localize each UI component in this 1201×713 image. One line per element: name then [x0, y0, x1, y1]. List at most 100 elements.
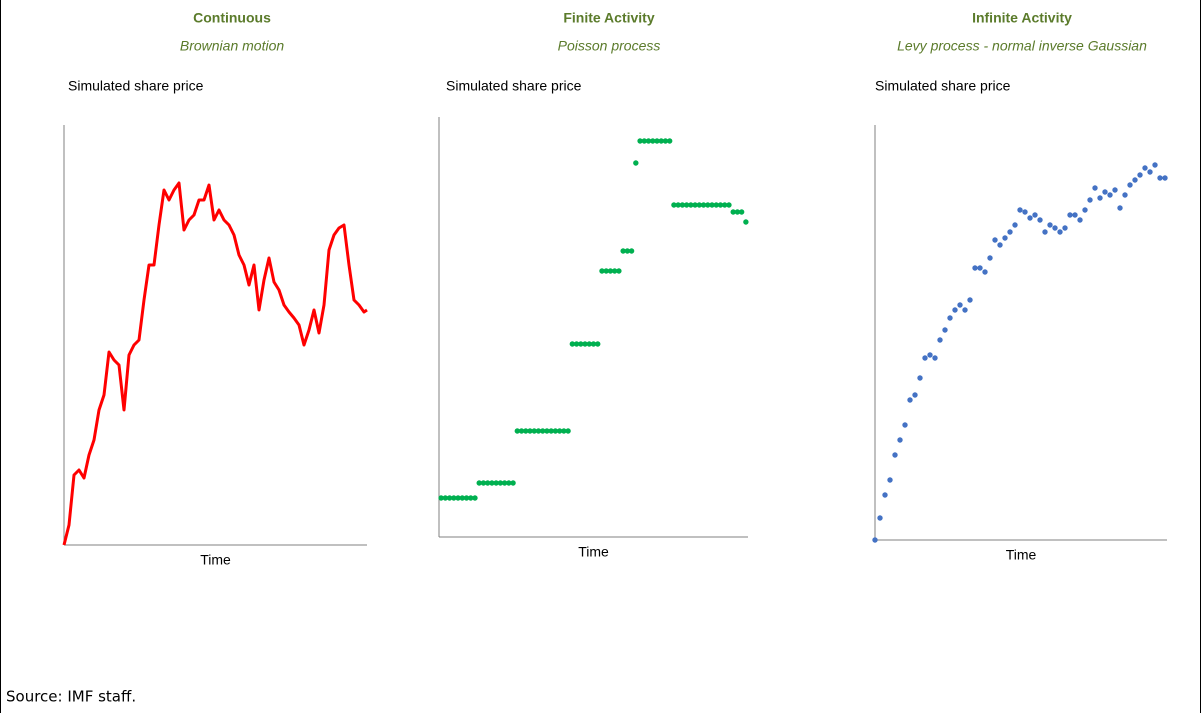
price-point — [872, 537, 878, 543]
price-point — [675, 202, 681, 208]
price-point — [446, 495, 453, 501]
price-point — [650, 138, 656, 144]
price-point — [713, 202, 719, 208]
price-point — [523, 428, 529, 434]
price-point — [967, 297, 973, 303]
price-line — [62, 181, 368, 546]
price-point — [1097, 195, 1103, 201]
price-point — [1032, 212, 1038, 218]
price-point — [510, 480, 516, 486]
price-point — [1112, 187, 1118, 193]
price-point — [705, 202, 711, 208]
price-point — [658, 138, 664, 144]
price-point — [987, 255, 993, 261]
price-point — [662, 138, 669, 144]
price-point — [438, 495, 444, 501]
price-point — [1152, 162, 1158, 168]
price-point — [700, 202, 707, 208]
price-point — [882, 492, 888, 498]
price-point — [451, 495, 457, 501]
x-axis-label: Time — [578, 544, 609, 560]
price-point — [937, 337, 943, 343]
price-point — [1087, 197, 1093, 203]
price-point — [743, 219, 749, 225]
price-point — [569, 341, 576, 347]
price-point — [730, 209, 736, 215]
price-point — [1057, 229, 1063, 235]
price-point — [1062, 225, 1068, 231]
price-point — [544, 428, 550, 434]
price-point — [654, 138, 660, 144]
price-point — [527, 428, 533, 434]
price-point — [1157, 175, 1163, 181]
price-point — [887, 477, 893, 483]
price-point — [947, 315, 953, 321]
price-point — [468, 495, 474, 501]
price-point — [578, 341, 584, 347]
price-point — [738, 209, 745, 215]
price-point — [927, 352, 933, 358]
price-point — [734, 209, 741, 215]
price-point — [633, 160, 639, 166]
price-point — [497, 480, 504, 486]
price-point — [628, 248, 635, 254]
price-point — [565, 428, 571, 434]
price-point — [709, 202, 715, 208]
price-point — [472, 495, 478, 501]
price-point — [1022, 209, 1028, 215]
price-point — [573, 341, 580, 347]
price-point — [1122, 192, 1128, 198]
price-point — [683, 202, 690, 208]
panel-subtitle: Brownian motion — [180, 38, 284, 54]
price-point — [586, 341, 592, 347]
price-point — [962, 307, 968, 313]
price-point — [722, 202, 728, 208]
price-point — [590, 341, 597, 347]
price-point — [1082, 207, 1088, 213]
price-point — [624, 248, 631, 254]
price-point — [506, 480, 512, 486]
price-point — [518, 428, 525, 434]
price-point — [1107, 192, 1113, 198]
price-point — [992, 237, 998, 243]
price-point — [942, 327, 948, 333]
price-point — [1042, 229, 1048, 235]
price-point — [688, 202, 694, 208]
price-point — [1037, 217, 1043, 223]
price-point — [997, 242, 1003, 248]
price-point — [442, 495, 449, 501]
price-point — [1117, 205, 1123, 211]
panel-title: Continuous — [193, 10, 271, 26]
price-point — [599, 268, 605, 274]
price-point — [679, 202, 686, 208]
price-point — [514, 428, 521, 434]
price-point — [917, 375, 923, 381]
price-point — [489, 480, 495, 486]
price-point — [912, 392, 918, 398]
price-point — [1017, 207, 1023, 213]
price-point — [982, 269, 988, 275]
price-point — [972, 265, 978, 271]
panel-subtitle: Levy process - normal inverse Gaussian — [897, 38, 1147, 54]
price-point — [952, 307, 958, 313]
price-point — [582, 341, 588, 347]
x-axis-label: Time — [1006, 547, 1037, 563]
price-point — [556, 428, 563, 434]
price-point — [671, 202, 677, 208]
price-point — [1142, 165, 1148, 171]
price-point — [540, 428, 546, 434]
price-point — [1007, 229, 1013, 235]
price-point — [484, 480, 491, 486]
price-point — [535, 428, 542, 434]
price-point — [1027, 215, 1033, 221]
panel-title: Infinite Activity — [972, 10, 1072, 26]
price-point — [1077, 217, 1083, 223]
price-point — [552, 428, 559, 434]
price-point — [696, 202, 703, 208]
y-axis-label: Simulated share price — [446, 78, 582, 94]
price-point — [645, 138, 652, 144]
price-point — [902, 422, 908, 428]
y-axis-label: Simulated share price — [875, 78, 1011, 94]
source-note: Source: IMF staff. — [6, 688, 136, 706]
